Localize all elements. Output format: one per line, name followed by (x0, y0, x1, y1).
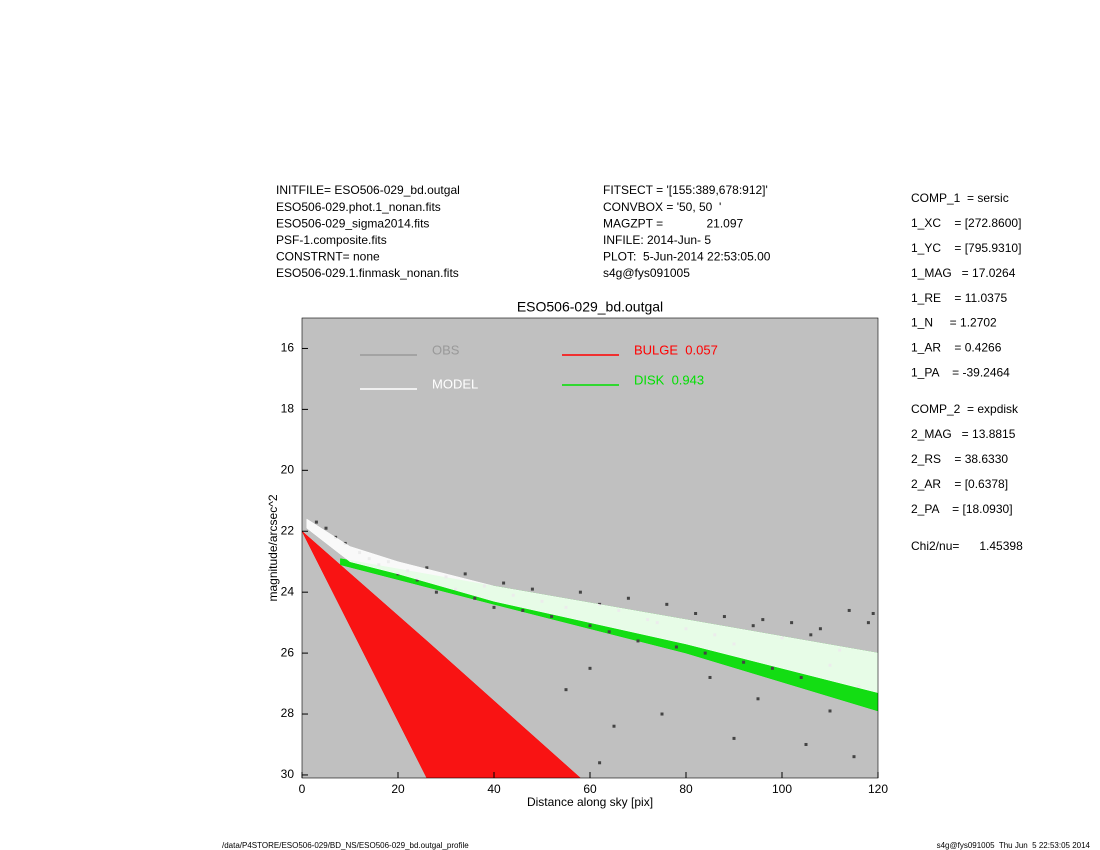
obs-point (626, 596, 630, 600)
x-tick-label: 40 (487, 782, 501, 796)
info-line: MAGZPT = 21.097 (603, 216, 743, 230)
info-line: CONSTRNT= none (276, 250, 380, 264)
fit-param: 1_MAG = 17.0264 (911, 266, 1016, 280)
obs-point (463, 572, 467, 576)
obs-point (804, 742, 808, 746)
obs-point (564, 688, 568, 692)
obs-point (828, 709, 832, 713)
profile-band (302, 531, 581, 778)
obs-point (660, 712, 664, 716)
fit-param: 1_RE = 11.0375 (911, 291, 1008, 305)
obs-point (703, 651, 707, 655)
obs-point (415, 578, 419, 582)
info-line: ESO506-029.phot.1_nonan.fits (276, 200, 441, 214)
obs-point (502, 581, 506, 585)
y-tick-label: 18 (281, 402, 295, 416)
x-tick-label: 60 (583, 782, 597, 796)
profile-band (306, 518, 878, 693)
legend-label: MODEL (432, 376, 478, 391)
x-tick-label: 120 (868, 782, 888, 796)
info-line: CONVBOX = '50, 50 ' (603, 200, 721, 214)
obs-point (847, 608, 851, 612)
footer-path: /data/P4STORE/ESO506-029/BD_NS/ESO506-02… (222, 841, 469, 850)
obs-point (492, 605, 496, 609)
obs-point (694, 611, 698, 615)
obs-point (434, 590, 438, 594)
y-tick-label: 26 (281, 645, 295, 659)
fit-param: 2_MAG = 13.8815 (911, 427, 1016, 441)
x-tick-label: 20 (391, 782, 405, 796)
y-axis-label: magnitude/arcsec^2 (266, 494, 280, 601)
fit-param: 1_AR = 0.4266 (911, 341, 1002, 355)
obs-point (866, 621, 870, 625)
obs-point (550, 615, 554, 619)
obs-point (425, 566, 429, 570)
fit-param: 1_YC = [795.9310] (911, 241, 1021, 255)
info-line: ESO506-029_sigma2014.fits (276, 216, 429, 230)
obs-point (742, 660, 746, 664)
y-tick-label: 28 (281, 706, 295, 720)
obs-point (809, 633, 813, 637)
obs-point (530, 587, 534, 591)
fit-param: 1_N = 1.2702 (911, 316, 997, 330)
fit-param: Chi2/nu= 1.45398 (911, 539, 1023, 553)
x-tick-label: 100 (772, 782, 792, 796)
plot-area (302, 318, 878, 778)
obs-point (790, 621, 794, 625)
obs-point (674, 645, 678, 649)
info-line: s4g@fys091005 (603, 266, 690, 280)
fit-param: 2_AR = [0.6378] (911, 477, 1008, 491)
obs-point (852, 755, 856, 759)
obs-point (751, 624, 755, 628)
x-tick-label: 0 (299, 782, 306, 796)
fit-param: COMP_1 = sersic (911, 191, 1009, 205)
fit-param: 2_RS = 38.6330 (911, 452, 1008, 466)
info-line: INITFILE= ESO506-029_bd.outgal (276, 183, 460, 197)
obs-point (314, 520, 318, 524)
obs-point (636, 639, 640, 643)
info-line: INFILE: 2014-Jun- 5 (603, 233, 711, 247)
legend-label: BULGE 0.057 (634, 342, 718, 357)
obs-point (665, 602, 669, 606)
legend-label: DISK 0.943 (634, 372, 704, 387)
obs-point (588, 666, 592, 670)
info-line: PSF-1.composite.fits (276, 233, 387, 247)
info-line: ESO506-029.1.finmask_nonan.fits (276, 266, 459, 280)
y-tick-label: 30 (281, 767, 295, 781)
obs-point (473, 596, 477, 600)
fit-param: 1_PA = -39.2464 (911, 365, 1010, 379)
x-tick-label: 80 (679, 782, 693, 796)
y-tick-label: 16 (281, 341, 295, 355)
obs-point (612, 724, 616, 728)
obs-point (818, 627, 822, 631)
plot-marks (302, 518, 878, 778)
obs-point (770, 666, 774, 670)
obs-point (722, 615, 726, 619)
obs-point (607, 630, 611, 634)
obs-point (578, 590, 582, 594)
y-tick-label: 24 (281, 584, 295, 598)
obs-point (521, 608, 525, 612)
obs-point (871, 611, 875, 615)
fit-param: COMP_2 = expdisk (911, 402, 1019, 416)
obs-point (799, 675, 803, 679)
obs-point (761, 618, 765, 622)
chart-title: ESO506-029_bd.outgal (517, 299, 663, 315)
x-axis-label: Distance along sky [pix] (527, 795, 653, 809)
obs-point (756, 697, 760, 701)
obs-point (324, 526, 328, 530)
obs-point (708, 675, 712, 679)
footer-stamp: s4g@fys091005 Thu Jun 5 22:53:05 2014 (937, 841, 1091, 850)
y-tick-label: 22 (281, 523, 295, 537)
legend-label: OBS (432, 342, 460, 357)
obs-point (588, 624, 592, 628)
fit-param: 1_XC = [272.8600] (911, 216, 1021, 230)
obs-point (598, 761, 602, 765)
fit-param: 2_PA = [18.0930] (911, 502, 1013, 516)
obs-point (732, 736, 736, 740)
info-line: PLOT: 5-Jun-2014 22:53:05.00 (603, 250, 771, 264)
info-line: FITSECT = '[155:389,678:912]' (603, 183, 768, 197)
y-tick-label: 20 (281, 462, 295, 476)
